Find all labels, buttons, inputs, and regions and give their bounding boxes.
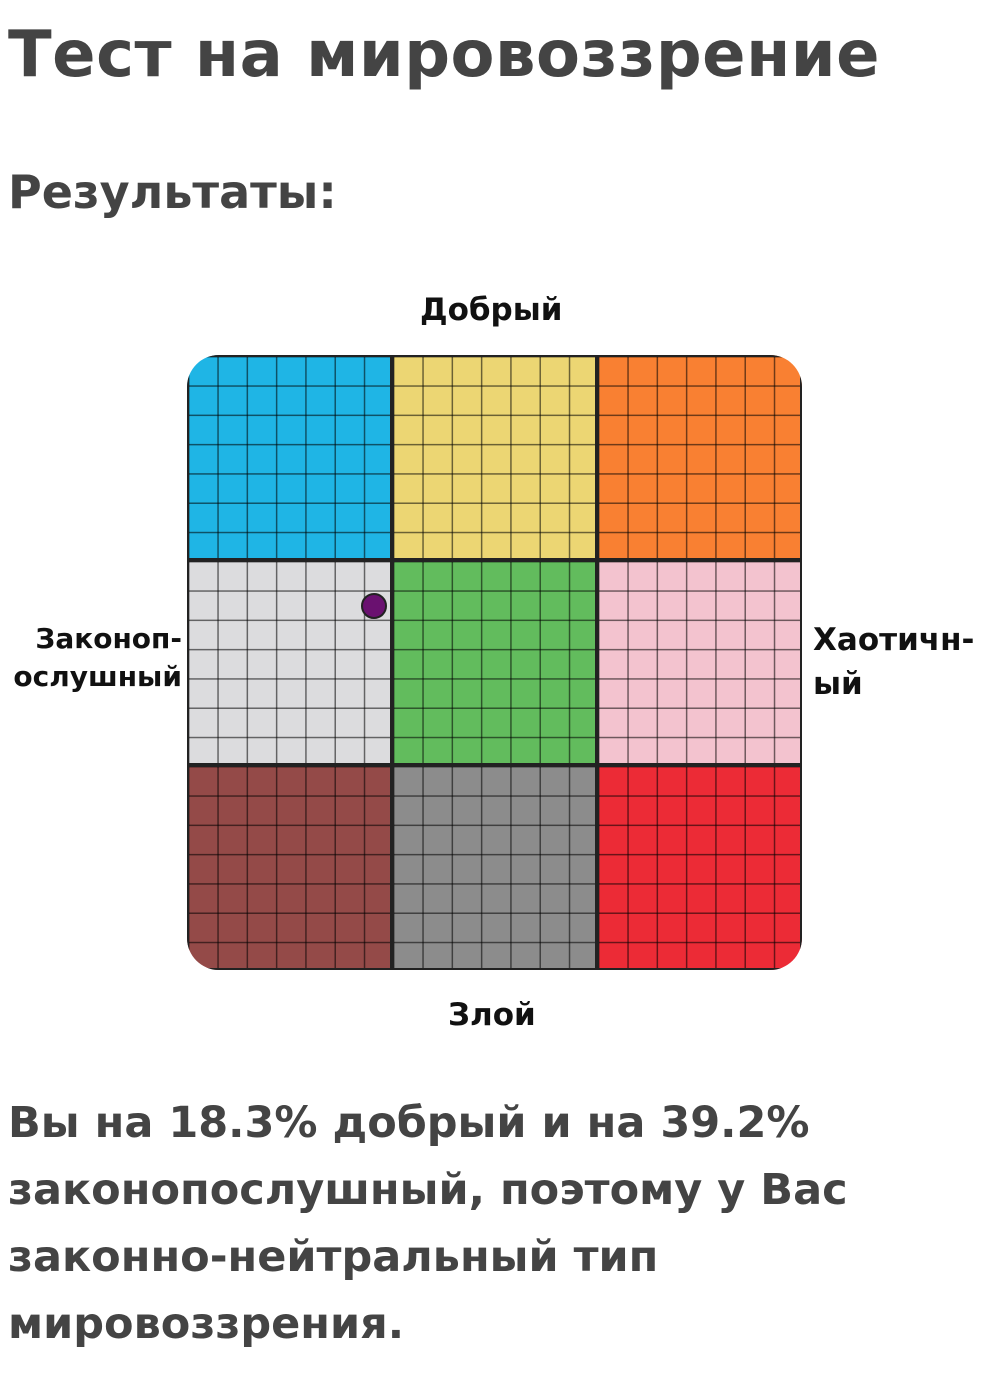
quadrant-lawful-evil (187, 765, 392, 970)
quadrant-true-neutral (392, 560, 597, 765)
quadrant-chaotic-evil (597, 765, 802, 970)
quadrant-lawful-good (187, 355, 392, 560)
results-heading: Результаты: (8, 165, 337, 219)
label-good: Добрый (420, 292, 563, 328)
quadrant-neutral-evil (392, 765, 597, 970)
label-evil: Злой (448, 997, 536, 1033)
alignment-chart (187, 355, 802, 970)
result-marker (360, 593, 387, 620)
label-chaotic: Хаотичн- ый (813, 622, 975, 702)
quadrant-lawful-neutral (187, 560, 392, 765)
page-title: Тест на мировоззрение (8, 18, 881, 92)
result-text: Вы на 18.3% добрый и на 39.2% законопосл… (8, 1098, 848, 1349)
quadrant-chaotic-neutral (597, 560, 802, 765)
quadrant-chaotic-good (597, 355, 802, 560)
quadrant-neutral-good (392, 355, 597, 560)
label-lawful: Законоп- ослушный (13, 622, 182, 693)
